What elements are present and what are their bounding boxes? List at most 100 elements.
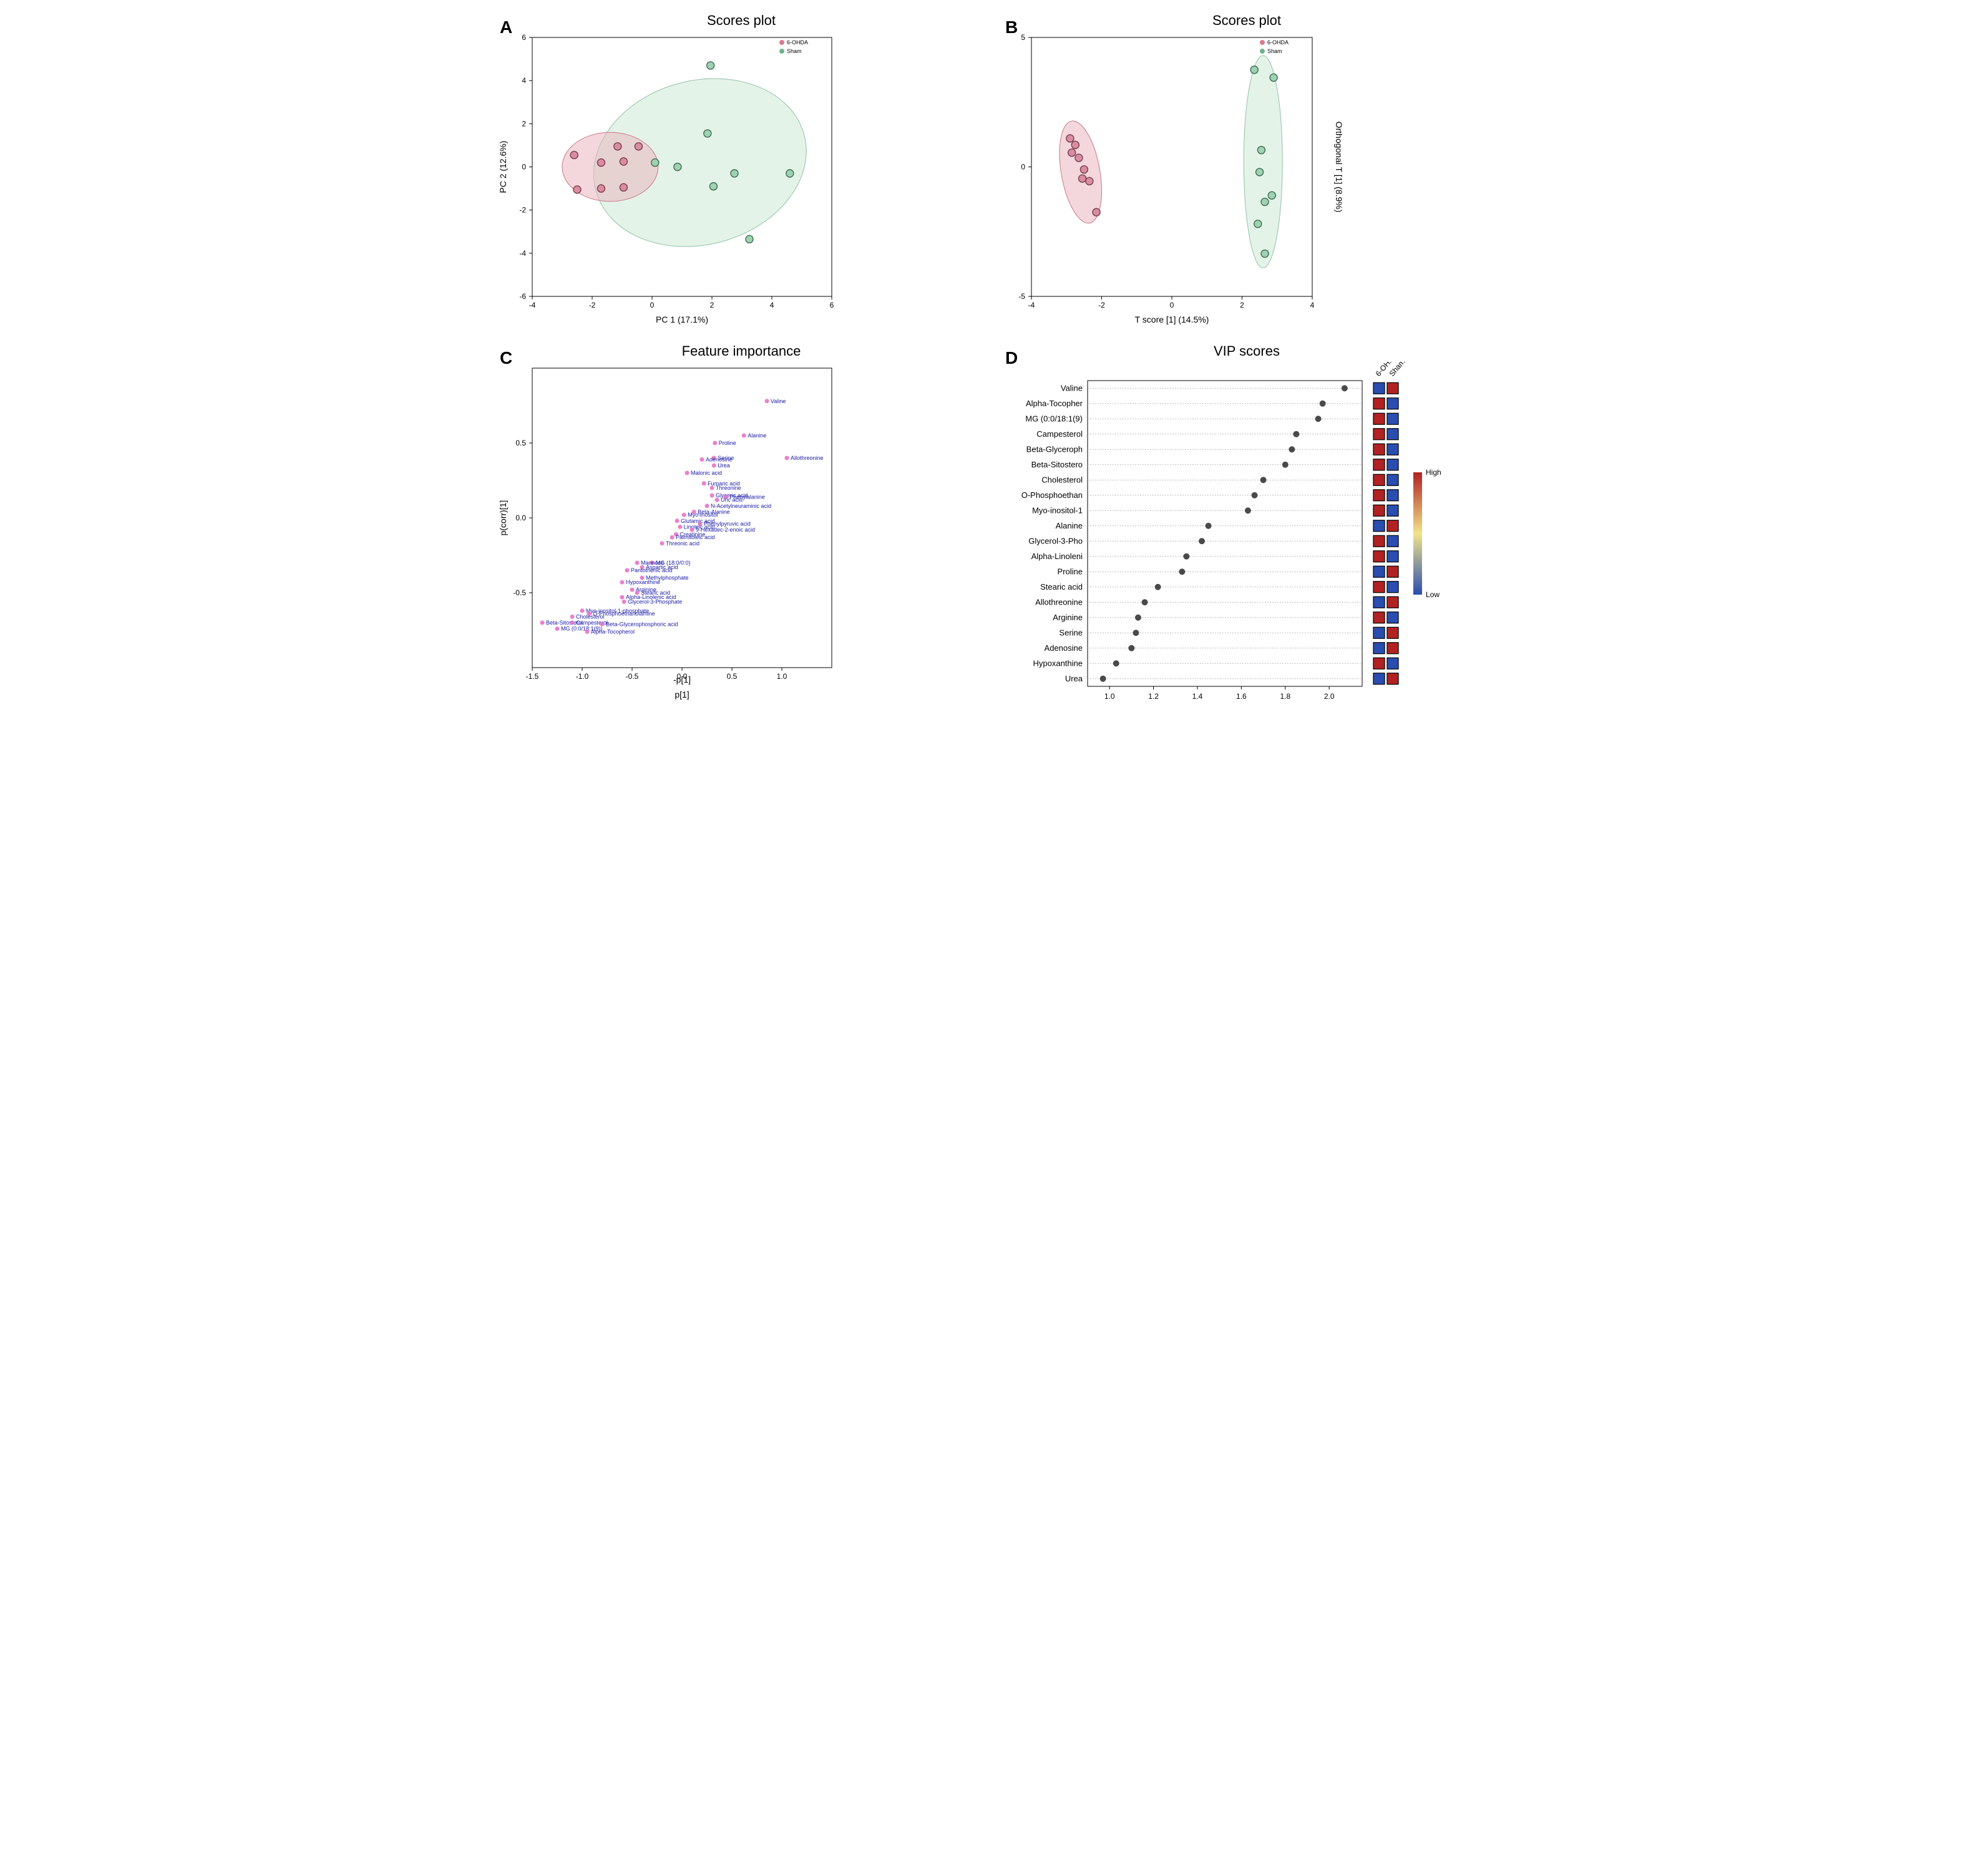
svg-text:4: 4 bbox=[522, 76, 526, 85]
svg-text:2: 2 bbox=[710, 301, 714, 309]
svg-text:1.8: 1.8 bbox=[1280, 692, 1290, 701]
panel-c: C Feature importance -1.5 -1.0 -0.5 0.0 0.5 1… bbox=[495, 343, 988, 711]
svg-text:Urea: Urea bbox=[1065, 674, 1083, 683]
svg-text:0.5: 0.5 bbox=[515, 439, 526, 447]
svg-text:-2: -2 bbox=[589, 301, 596, 309]
svg-text:6: 6 bbox=[830, 301, 834, 309]
svg-text:-1.5: -1.5 bbox=[526, 672, 539, 681]
svg-text:Palmitoleic acid: Palmitoleic acid bbox=[676, 534, 715, 540]
svg-text:0: 0 bbox=[1021, 163, 1025, 172]
svg-text:Uric acid: Uric acid bbox=[721, 497, 743, 503]
svg-text:Proline: Proline bbox=[1058, 567, 1083, 576]
svg-text:Adenosine: Adenosine bbox=[706, 456, 733, 462]
svg-text:N-Acetylneuraminic acid: N-Acetylneuraminic acid bbox=[711, 503, 771, 509]
svg-text:5: 5 bbox=[1021, 33, 1025, 42]
svg-text:1.6: 1.6 bbox=[1236, 692, 1247, 701]
svg-text:1.4: 1.4 bbox=[1192, 692, 1203, 701]
panel-d-plot: 1.01.21.41.61.82.06-OHDAShamValineAlpha-… bbox=[1000, 362, 1493, 711]
svg-text:O-Phosphoethan: O-Phosphoethan bbox=[1021, 490, 1083, 500]
svg-text:Glycerol-3-Phosphate: Glycerol-3-Phosphate bbox=[628, 598, 682, 605]
svg-text:Pantothenic acid: Pantothenic acid bbox=[631, 567, 673, 573]
svg-text:Serine: Serine bbox=[1059, 628, 1083, 637]
svg-text:Allothreonine: Allothreonine bbox=[1035, 597, 1083, 606]
svg-text:6-OHDA: 6-OHDA bbox=[1267, 39, 1289, 46]
svg-text:Stearic acid: Stearic acid bbox=[1040, 582, 1083, 592]
svg-text:-4: -4 bbox=[519, 249, 526, 258]
svg-text:MG (0:0/18:1(9): MG (0:0/18:1(9) bbox=[1025, 414, 1083, 423]
svg-text:-p[1]: -p[1] bbox=[673, 674, 691, 684]
panel-d-label: D bbox=[1005, 348, 1018, 368]
svg-text:1.0: 1.0 bbox=[1104, 692, 1115, 701]
svg-text:0.5: 0.5 bbox=[727, 672, 738, 681]
svg-text:4: 4 bbox=[1310, 301, 1315, 309]
svg-text:-2: -2 bbox=[519, 206, 526, 215]
panel-c-title: Feature importance bbox=[495, 343, 988, 359]
svg-text:2: 2 bbox=[1240, 301, 1244, 309]
svg-text:Hypoxanthine: Hypoxanthine bbox=[626, 579, 660, 585]
svg-text:1.0: 1.0 bbox=[777, 672, 787, 681]
svg-text:Alpha-Tocopher: Alpha-Tocopher bbox=[1026, 399, 1083, 408]
svg-text:6: 6 bbox=[522, 33, 526, 42]
svg-text:Alpha-Tocopherol: Alpha-Tocopherol bbox=[591, 628, 635, 635]
svg-text:-0.5: -0.5 bbox=[513, 588, 526, 597]
svg-text:Alpha-Linoleni: Alpha-Linoleni bbox=[1031, 552, 1083, 561]
svg-text:-6: -6 bbox=[519, 292, 526, 301]
svg-text:Valine: Valine bbox=[771, 398, 786, 404]
svg-text:p(corr)[1]: p(corr)[1] bbox=[498, 500, 508, 536]
svg-text:0: 0 bbox=[650, 301, 655, 309]
svg-text:PC 1 (17.1%): PC 1 (17.1%) bbox=[656, 314, 708, 324]
svg-text:Sham: Sham bbox=[787, 48, 802, 54]
svg-text:Alanine: Alanine bbox=[1056, 521, 1083, 530]
svg-text:Arginine: Arginine bbox=[1053, 613, 1083, 622]
svg-text:-0.5: -0.5 bbox=[626, 672, 639, 681]
panel-c-label: C bbox=[500, 348, 512, 368]
svg-text:Hypoxanthine: Hypoxanthine bbox=[1033, 658, 1083, 668]
svg-text:Cholesterol: Cholesterol bbox=[1041, 475, 1083, 484]
svg-text:-5: -5 bbox=[1018, 292, 1025, 301]
svg-text:Glycerol-3-Pho: Glycerol-3-Pho bbox=[1028, 536, 1083, 545]
svg-text:2: 2 bbox=[522, 119, 526, 128]
svg-text:2.0: 2.0 bbox=[1324, 692, 1335, 701]
svg-text:Myo-inositol-1: Myo-inositol-1 bbox=[1032, 505, 1083, 515]
svg-text:Alanine: Alanine bbox=[748, 432, 766, 439]
svg-text:Campesterol: Campesterol bbox=[1036, 429, 1083, 439]
svg-text:4: 4 bbox=[770, 301, 774, 309]
svg-text:Beta-Glycerophosphoric acid: Beta-Glycerophosphoric acid bbox=[606, 621, 678, 627]
figure-grid: A Scores plot -4-20246-6-4-20246PC 1 (17… bbox=[495, 12, 1493, 711]
svg-text:Myo-inositol: Myo-inositol bbox=[688, 512, 718, 518]
panel-b: B Scores plot -4-2024-505T score [1] (14… bbox=[1000, 12, 1493, 331]
svg-text:1.2: 1.2 bbox=[1148, 692, 1159, 701]
svg-text:PC 2 (12.6%): PC 2 (12.6%) bbox=[498, 140, 508, 193]
panel-b-label: B bbox=[1005, 17, 1018, 37]
svg-text:-4: -4 bbox=[529, 301, 536, 309]
svg-text:Beta-Glyceroph: Beta-Glyceroph bbox=[1026, 444, 1083, 454]
panel-d-title: VIP scores bbox=[1000, 343, 1493, 359]
panel-b-plot: -4-2024-505T score [1] (14.5%)Orthogonal… bbox=[1000, 31, 1493, 331]
panel-b-title: Scores plot bbox=[1000, 12, 1493, 29]
panel-a-plot: -4-20246-6-4-20246PC 1 (17.1%)PC 2 (12.6… bbox=[495, 31, 988, 331]
svg-text:Threonine: Threonine bbox=[716, 485, 741, 491]
panel-a-label: A bbox=[500, 17, 512, 37]
svg-text:-1.0: -1.0 bbox=[576, 672, 589, 681]
svg-text:Orthogonal T [1] (8.9%): Orthogonal T [1] (8.9%) bbox=[1334, 122, 1344, 213]
svg-text:Adenosine: Adenosine bbox=[1045, 643, 1083, 653]
svg-text:Proline: Proline bbox=[719, 440, 736, 446]
svg-text:Allothreonine: Allothreonine bbox=[791, 455, 824, 461]
svg-text:p[1]: p[1] bbox=[675, 689, 689, 699]
svg-text:0: 0 bbox=[522, 163, 526, 172]
svg-text:Valine: Valine bbox=[1061, 383, 1083, 392]
svg-text:6-OHDA: 6-OHDA bbox=[787, 39, 808, 46]
panel-d: D VIP scores 1.01.21.41.61.82.06-OHDASha… bbox=[1000, 343, 1493, 711]
svg-text:Malonic acid: Malonic acid bbox=[691, 470, 722, 476]
svg-text:-4: -4 bbox=[1028, 301, 1035, 309]
svg-text:Cholesterol: Cholesterol bbox=[576, 613, 605, 620]
svg-text:Sham: Sham bbox=[1267, 48, 1282, 54]
svg-text:Low: Low bbox=[1426, 590, 1440, 599]
svg-text:0.0: 0.0 bbox=[515, 514, 526, 522]
svg-text:High: High bbox=[1426, 468, 1441, 477]
panel-a: A Scores plot -4-20246-6-4-20246PC 1 (17… bbox=[495, 12, 988, 331]
svg-text:Threonic acid: Threonic acid bbox=[666, 540, 699, 547]
panel-c-plot: -1.5-1.0-0.50.00.51.0-0.50.00.5-p[1]p[1]… bbox=[495, 362, 988, 711]
svg-text:Urea: Urea bbox=[718, 462, 730, 469]
panel-a-title: Scores plot bbox=[495, 12, 988, 29]
